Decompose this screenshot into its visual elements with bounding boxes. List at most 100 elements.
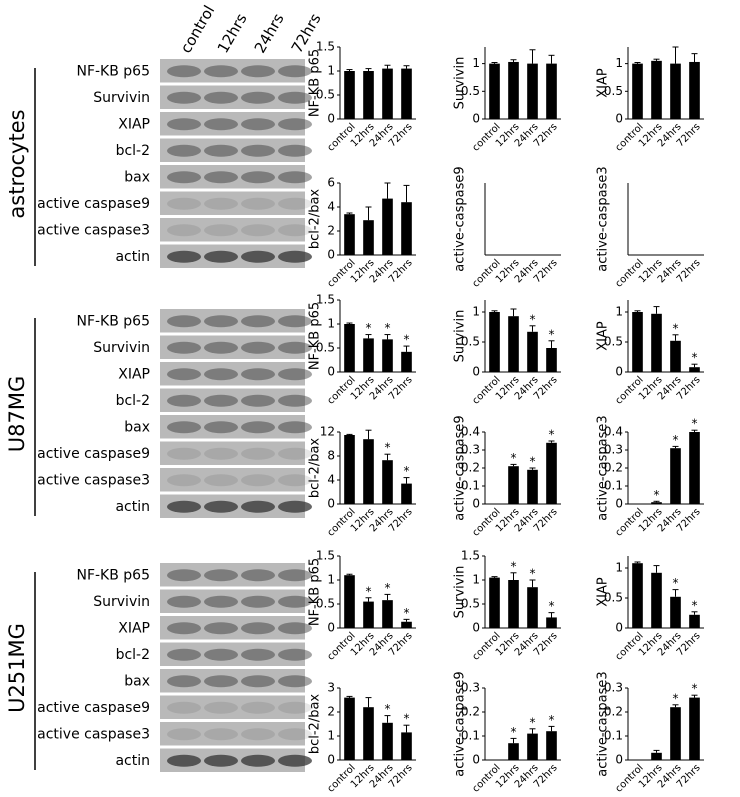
- blot-band: [167, 474, 201, 487]
- blot-strip: [160, 138, 305, 162]
- bar: [527, 63, 538, 119]
- blot-band: [278, 648, 312, 661]
- blot-band: [241, 368, 275, 381]
- blot-band: [204, 118, 238, 131]
- y-tick-label: 1.5: [461, 549, 480, 563]
- blot-band: [204, 197, 238, 210]
- blot-band: [241, 91, 275, 104]
- band-label: bcl-2: [116, 143, 150, 159]
- blot-band: [278, 65, 312, 78]
- significance-mark: *: [511, 559, 517, 573]
- significance-mark: *: [549, 327, 555, 341]
- blot-band: [204, 447, 238, 460]
- bar: [382, 460, 393, 504]
- band-label: XIAP: [118, 620, 150, 636]
- y-tick-label: 0: [615, 365, 623, 379]
- y-tick-label: 1: [615, 56, 623, 70]
- bar: [382, 339, 393, 372]
- y-tick-label: 0: [327, 112, 335, 126]
- blot-band: [204, 728, 238, 741]
- y-tick-label: 1: [327, 573, 335, 587]
- blot-band: [204, 754, 238, 767]
- blot-band: [167, 224, 201, 237]
- y-tick-label: 0: [615, 621, 623, 635]
- y-tick-label: 0: [615, 497, 623, 511]
- y-tick-label: 0: [615, 753, 623, 767]
- blot-band: [204, 224, 238, 237]
- significance-mark: *: [385, 581, 391, 595]
- bar: [401, 68, 412, 119]
- significance-mark: *: [549, 713, 555, 727]
- blot-band: [278, 368, 312, 381]
- y-axis-label: bcl-2/bax: [308, 189, 323, 250]
- band-label: actin: [115, 499, 150, 515]
- blot-band: [278, 447, 312, 460]
- bar: [363, 439, 374, 504]
- significance-mark: *: [692, 598, 698, 612]
- blot-band: [278, 675, 312, 688]
- blot-strip: [160, 468, 305, 492]
- bar: [689, 432, 700, 504]
- bar: [670, 340, 681, 372]
- y-tick-label: 0: [327, 248, 335, 262]
- bar: [632, 563, 643, 628]
- bar: [508, 743, 519, 760]
- blot-band: [278, 250, 312, 263]
- blot-band: [204, 500, 238, 513]
- significance-mark: *: [530, 312, 536, 326]
- y-axis-label: active-caspase9: [453, 415, 468, 520]
- group-label: astrocytes: [5, 109, 29, 218]
- significance-mark: *: [549, 599, 555, 613]
- blot-band: [241, 447, 275, 460]
- blot-band: [241, 622, 275, 635]
- blot-strip: [160, 616, 305, 640]
- bar: [401, 202, 412, 255]
- blot-band: [278, 728, 312, 741]
- blot-band: [241, 701, 275, 714]
- bar: [527, 469, 538, 504]
- bar: [546, 731, 557, 760]
- significance-mark: *: [385, 702, 391, 716]
- blot-band: [167, 754, 201, 767]
- y-tick-label: 0.4: [604, 425, 623, 439]
- y-tick-label: 0: [472, 365, 480, 379]
- y-tick-label: 0.1: [604, 729, 623, 743]
- y-tick-label: 0: [472, 497, 480, 511]
- band-label: actin: [115, 249, 150, 265]
- blot-band: [167, 368, 201, 381]
- blot-band: [241, 675, 275, 688]
- band-label: Survivin: [93, 594, 150, 610]
- blot-strip: [160, 309, 305, 333]
- blot-strip: [160, 441, 305, 465]
- blot-band: [278, 315, 312, 328]
- y-tick-label: 1: [327, 64, 335, 78]
- y-tick-label: 0: [472, 753, 480, 767]
- y-tick-label: 0.5: [604, 591, 623, 605]
- y-tick-label: 1: [327, 317, 335, 331]
- bar: [363, 71, 374, 119]
- blot-band: [204, 341, 238, 354]
- y-tick-label: 0.3: [604, 443, 623, 457]
- y-tick-label: 2: [327, 705, 335, 719]
- bar: [632, 312, 643, 372]
- blot-band: [278, 474, 312, 487]
- blot-band: [167, 675, 201, 688]
- blot-band: [204, 250, 238, 263]
- blot-band: [241, 394, 275, 407]
- y-tick-label: 1: [472, 56, 480, 70]
- lane-label: 12hrs: [214, 10, 251, 56]
- blot-band: [167, 65, 201, 78]
- blot-band: [167, 315, 201, 328]
- y-tick-label: 1.5: [316, 40, 335, 54]
- group-label: U251MG: [5, 623, 29, 713]
- y-axis-label: active-caspase3: [596, 166, 611, 271]
- y-tick-label: 1: [472, 573, 480, 587]
- blot-band: [204, 675, 238, 688]
- significance-mark: *: [530, 715, 536, 729]
- blot-band: [167, 197, 201, 210]
- significance-mark: *: [511, 725, 517, 739]
- blot-strip: [160, 695, 305, 719]
- bar: [651, 572, 662, 628]
- blot-band: [167, 91, 201, 104]
- y-tick-label: 1: [615, 561, 623, 575]
